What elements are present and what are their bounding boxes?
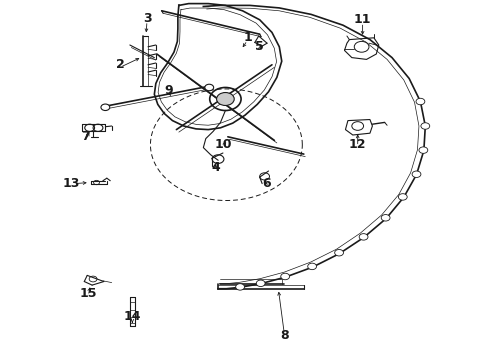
Circle shape: [359, 234, 368, 240]
Circle shape: [419, 147, 428, 153]
Circle shape: [308, 263, 317, 270]
Circle shape: [205, 84, 214, 91]
Text: 15: 15: [79, 287, 97, 300]
Text: 1: 1: [243, 31, 252, 44]
Text: 14: 14: [123, 310, 141, 323]
Text: 13: 13: [62, 177, 80, 190]
Text: 4: 4: [211, 161, 220, 174]
Circle shape: [335, 249, 343, 256]
Circle shape: [281, 273, 290, 280]
Text: 9: 9: [165, 84, 173, 97]
Circle shape: [101, 104, 110, 111]
Text: 2: 2: [116, 58, 124, 71]
Text: 8: 8: [280, 329, 289, 342]
Text: 5: 5: [255, 40, 264, 53]
Text: 6: 6: [263, 177, 271, 190]
Circle shape: [236, 284, 245, 290]
Circle shape: [398, 194, 407, 200]
Circle shape: [381, 215, 390, 221]
Circle shape: [217, 93, 234, 105]
Circle shape: [421, 123, 430, 129]
Text: 10: 10: [214, 138, 232, 150]
Text: 7: 7: [81, 130, 90, 143]
Text: 12: 12: [349, 138, 367, 150]
Circle shape: [256, 280, 265, 287]
Circle shape: [416, 98, 425, 105]
Text: 3: 3: [143, 12, 151, 24]
Text: 11: 11: [354, 13, 371, 26]
Circle shape: [412, 171, 421, 177]
